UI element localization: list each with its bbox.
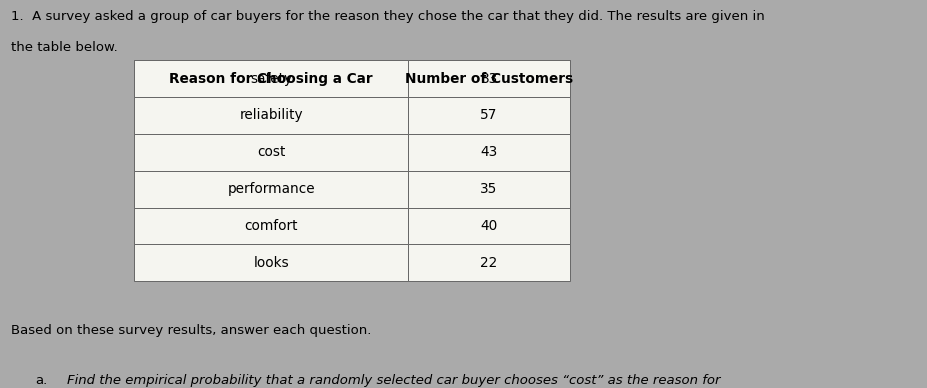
Text: reliability: reliability <box>239 108 303 123</box>
Text: the table below.: the table below. <box>11 41 118 54</box>
Text: performance: performance <box>227 182 315 196</box>
Bar <box>408 171 570 208</box>
Text: Based on these survey results, answer each question.: Based on these survey results, answer ea… <box>11 324 372 337</box>
Text: safety: safety <box>250 71 292 86</box>
Text: a.: a. <box>35 374 47 388</box>
Bar <box>408 60 570 97</box>
Text: Reason for Choosing a Car: Reason for Choosing a Car <box>170 71 373 86</box>
Bar <box>134 171 408 208</box>
Text: 1.  A survey asked a group of car buyers for the reason they chose the car that : 1. A survey asked a group of car buyers … <box>11 10 765 23</box>
Text: 40: 40 <box>480 219 498 233</box>
Text: 43: 43 <box>480 145 498 159</box>
Bar <box>408 134 570 171</box>
Text: Number of Customers: Number of Customers <box>405 71 573 86</box>
Text: Find the empirical probability that a randomly selected car buyer chooses “cost”: Find the empirical probability that a ra… <box>67 374 720 388</box>
Text: 22: 22 <box>480 256 498 270</box>
Bar <box>134 244 408 281</box>
Bar <box>408 97 570 134</box>
Text: cost: cost <box>257 145 286 159</box>
Bar <box>408 244 570 281</box>
Bar <box>134 60 408 97</box>
Bar <box>408 208 570 244</box>
Text: 57: 57 <box>480 108 498 123</box>
Text: 35: 35 <box>480 182 498 196</box>
Text: looks: looks <box>253 256 289 270</box>
Bar <box>408 60 570 97</box>
Bar <box>134 208 408 244</box>
Text: comfort: comfort <box>245 219 298 233</box>
Bar <box>134 134 408 171</box>
Text: 83: 83 <box>480 71 498 86</box>
Bar <box>134 60 408 97</box>
Bar <box>134 97 408 134</box>
